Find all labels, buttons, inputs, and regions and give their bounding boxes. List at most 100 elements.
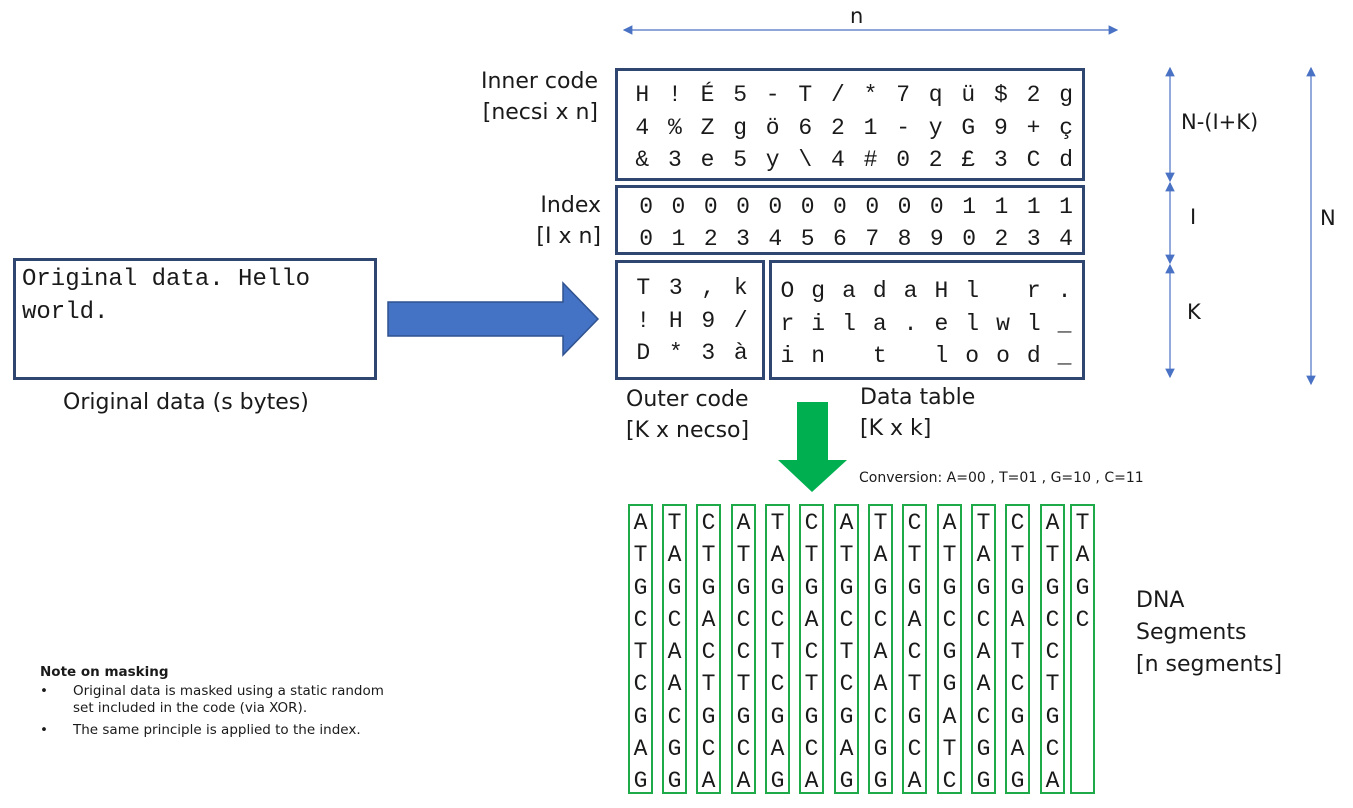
dna-label-line3: [n segments] [1136, 652, 1283, 677]
grid-cell: $ [993, 82, 1008, 108]
dna-base: T [804, 542, 819, 569]
dna-base: C [1045, 736, 1060, 763]
grid-cell: O [780, 278, 795, 304]
grid-cell: . [1057, 278, 1072, 304]
dna-label-line2: Segments [1136, 620, 1247, 645]
dna-base: T [907, 542, 922, 569]
dna-base: C [701, 736, 716, 763]
dna-base: C [942, 768, 957, 795]
dna-base: T [1045, 671, 1060, 698]
index-label-line2: [I x n] [536, 224, 601, 249]
grid-cell: a [842, 278, 856, 304]
dna-base: A [736, 510, 751, 536]
inner-code-label: Inner code [necsi x n] [480, 66, 598, 128]
grid-cell: 9 [701, 307, 716, 334]
dna-base: C [976, 606, 991, 633]
dna-base: C [633, 606, 648, 633]
grid-cell: q [928, 82, 943, 108]
dna-base: G [770, 574, 785, 601]
grid-cell: G [961, 114, 976, 141]
grid-cell: 1 [1059, 194, 1073, 220]
dna-base: C [839, 606, 854, 633]
grid-cell: C [1026, 147, 1041, 173]
dna-base: C [667, 703, 682, 730]
grid-cell: 0 [929, 194, 944, 220]
dna-base: C [839, 671, 854, 698]
grid-cell: 1 [671, 226, 686, 252]
grid-cell: 4 [768, 226, 783, 252]
dna-base: T [736, 671, 751, 698]
dna-base: T [633, 639, 648, 666]
dna-base: T [1010, 542, 1025, 569]
grid-cell: H [668, 307, 683, 334]
dna-base: C [1045, 639, 1060, 666]
dna-base: G [633, 703, 648, 730]
dna-base: G [804, 703, 819, 730]
grid-cell: É [700, 82, 715, 108]
grid-cell: t [872, 343, 887, 369]
dna-base: A [873, 542, 888, 569]
grid-cell: i [811, 310, 826, 337]
dna-base: C [804, 736, 819, 763]
dna-base: C [873, 703, 888, 730]
dna-base: A [839, 510, 854, 536]
dna-base: A [804, 768, 819, 795]
grid-cell: 7 [865, 226, 880, 252]
grid-cell: £ [961, 147, 976, 173]
dna-base: T [1010, 639, 1025, 666]
grid-cell: 0 [896, 147, 910, 173]
grid-cell: y [765, 147, 780, 173]
dna-base: T [976, 510, 991, 536]
note-bullet: • [40, 683, 48, 699]
dna-base: G [736, 574, 751, 601]
grid-cell: . [903, 310, 918, 337]
grid-cell: 0 [800, 194, 815, 220]
dna-base: A [873, 639, 888, 666]
grid-cell: l [965, 310, 980, 337]
dna-base: T [633, 542, 648, 569]
note-title: Note on masking [40, 664, 169, 680]
grid-cell: 3 [993, 147, 1008, 173]
dna-base: G [633, 574, 648, 601]
grid-cell: H [635, 82, 650, 108]
dna-base: T [839, 639, 854, 666]
grid-cell: 9 [929, 226, 944, 252]
dna-base: G [1010, 574, 1025, 601]
dna-base: T [907, 671, 922, 698]
note-item: • Original data is masked using a static… [40, 683, 400, 717]
grid-cell: 1 [994, 194, 1009, 220]
dna-base: C [1075, 606, 1090, 633]
dna-base: A [736, 768, 751, 795]
grid-cell: ü [961, 82, 976, 108]
dna-base: A [804, 606, 819, 633]
dna-base: G [1075, 574, 1090, 601]
dna-base: A [839, 736, 854, 763]
grid-cell: y [928, 114, 943, 141]
inner-code-label-line1: Inner code [480, 69, 598, 94]
grid-cell: r [1026, 278, 1041, 304]
grid-cell: 4 [1059, 226, 1073, 252]
grid-cell: 2 [830, 114, 845, 141]
dna-base: C [701, 510, 716, 536]
dna-base [1072, 636, 1093, 668]
grid-cell: k [733, 275, 748, 301]
dna-base: G [976, 768, 991, 795]
dna-base: G [942, 639, 957, 666]
data-table-label-line2: [K x k] [860, 416, 932, 441]
grid-cell: * [668, 340, 683, 366]
grid-cell: 0 [865, 194, 880, 220]
dna-base: A [1010, 606, 1025, 633]
grid-cell: g [733, 114, 747, 141]
dna-base: A [1010, 736, 1025, 763]
dna-base [1072, 733, 1093, 765]
data-rows-label: K [1187, 300, 1201, 324]
grid-cell: d [1059, 147, 1073, 173]
dna-base: A [942, 510, 957, 536]
grid-cell: 9 [993, 114, 1008, 141]
dna-base: G [907, 703, 922, 730]
